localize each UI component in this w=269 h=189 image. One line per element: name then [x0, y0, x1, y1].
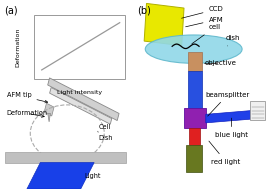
Polygon shape	[50, 88, 112, 124]
Ellipse shape	[145, 35, 242, 63]
Text: (b): (b)	[137, 6, 151, 16]
Text: Light: Light	[85, 173, 101, 179]
Polygon shape	[44, 103, 54, 116]
Polygon shape	[27, 163, 94, 189]
Text: cell: cell	[192, 24, 221, 44]
Text: AFM: AFM	[186, 17, 223, 27]
Polygon shape	[144, 3, 184, 46]
Bar	[188, 52, 202, 71]
Text: AFM tip: AFM tip	[7, 92, 48, 103]
Polygon shape	[48, 113, 51, 122]
Bar	[189, 128, 200, 145]
Text: red light: red light	[209, 141, 240, 165]
Bar	[250, 101, 265, 120]
Text: objective: objective	[204, 60, 236, 66]
Bar	[34, 15, 125, 79]
Text: blue light: blue light	[215, 118, 248, 138]
Bar	[186, 145, 203, 172]
Text: beamsplitter: beamsplitter	[206, 91, 250, 116]
Text: Deformation: Deformation	[15, 28, 20, 67]
Text: Cell: Cell	[98, 124, 111, 130]
Text: dish: dish	[226, 35, 240, 46]
Text: Dish: Dish	[98, 135, 112, 141]
Bar	[188, 71, 202, 108]
Polygon shape	[48, 78, 119, 121]
Text: CCD: CCD	[182, 6, 223, 18]
Text: Deformation: Deformation	[7, 110, 48, 117]
Bar	[184, 108, 206, 128]
Polygon shape	[206, 111, 252, 123]
Bar	[5, 152, 126, 163]
Text: Light intensity: Light intensity	[57, 90, 102, 95]
Text: (a): (a)	[4, 6, 18, 16]
